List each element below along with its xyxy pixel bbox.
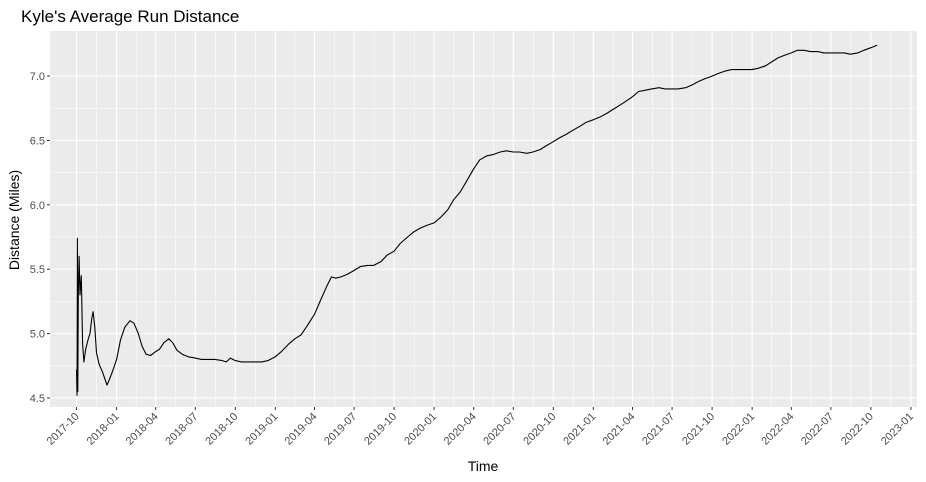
minor-gridlines [50, 31, 917, 407]
series-layer [75, 44, 878, 396]
y-tick-label: 5.0 [30, 329, 45, 341]
y-tick-label: 5.5 [30, 264, 45, 276]
chart-title: Kyle's Average Run Distance [21, 7, 239, 26]
y-tick-label: 4.5 [30, 393, 45, 405]
series-line [75, 44, 878, 396]
major-gridlines [50, 31, 917, 407]
y-axis: 4.5 5.0 5.5 6.0 6.5 7.0 [30, 71, 50, 405]
y-axis-title: Distance (Miles) [6, 170, 22, 270]
plot-panel [50, 31, 917, 407]
y-tick-label: 6.5 [30, 135, 45, 147]
x-axis-title: Time [468, 458, 499, 474]
y-tick-label: 6.0 [30, 200, 45, 212]
y-tick-label: 7.0 [30, 71, 45, 83]
